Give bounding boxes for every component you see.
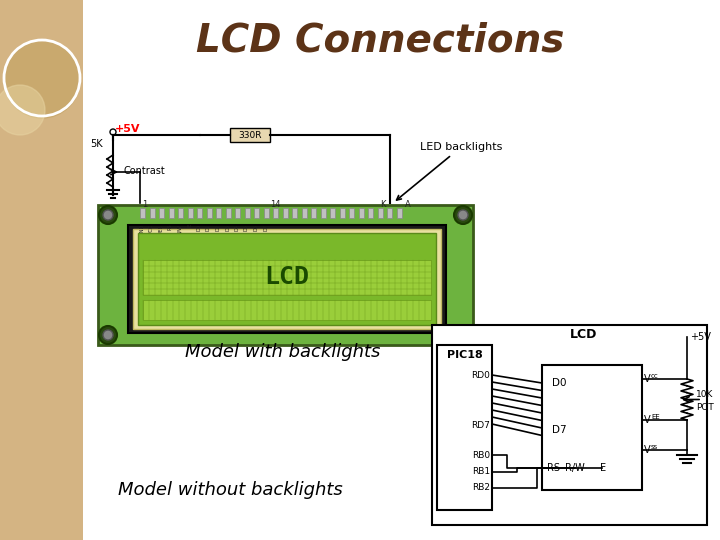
Bar — [230, 128, 270, 142]
Text: GND: GND — [140, 224, 145, 235]
Circle shape — [4, 42, 80, 118]
Text: D7: D7 — [552, 425, 567, 435]
Text: D3: D3 — [225, 224, 230, 231]
Bar — [168, 208, 174, 218]
Bar — [542, 365, 642, 490]
Text: RS: RS — [168, 224, 173, 231]
Text: LED backlights: LED backlights — [397, 142, 503, 200]
Bar — [387, 208, 392, 218]
Bar — [150, 208, 155, 218]
Bar — [330, 208, 335, 218]
Text: VCC: VCC — [149, 224, 154, 234]
Text: K: K — [380, 200, 385, 209]
Bar — [311, 208, 316, 218]
Text: V: V — [644, 415, 651, 425]
Bar — [292, 208, 297, 218]
Bar — [0, 0, 83, 540]
Bar — [140, 208, 145, 218]
Bar — [143, 260, 431, 295]
Text: 330R: 330R — [238, 131, 262, 139]
Bar — [273, 208, 278, 218]
Text: D4: D4 — [235, 224, 240, 231]
Text: RB0: RB0 — [472, 450, 490, 460]
Circle shape — [0, 85, 45, 135]
Text: E: E — [187, 224, 192, 227]
Text: PIC18: PIC18 — [446, 350, 482, 360]
Text: D0: D0 — [552, 378, 567, 388]
Text: D5: D5 — [244, 224, 249, 231]
Bar — [159, 208, 164, 218]
Text: +5V: +5V — [115, 124, 140, 134]
Circle shape — [458, 330, 468, 340]
Bar — [377, 208, 382, 218]
Bar — [245, 208, 250, 218]
Bar — [143, 300, 431, 320]
Circle shape — [458, 210, 468, 220]
Bar — [302, 208, 307, 218]
Bar — [207, 208, 212, 218]
Text: RD0: RD0 — [471, 370, 490, 380]
Circle shape — [99, 206, 117, 224]
Text: LCD Connections: LCD Connections — [196, 21, 564, 59]
Text: +5V: +5V — [690, 332, 711, 342]
Text: D2: D2 — [215, 224, 220, 231]
Text: 5K: 5K — [90, 139, 103, 149]
Bar — [98, 205, 473, 345]
Bar — [197, 208, 202, 218]
Bar — [359, 208, 364, 218]
Bar — [225, 208, 230, 218]
Text: RB1: RB1 — [472, 468, 490, 476]
Text: E: E — [600, 463, 606, 473]
Bar — [264, 208, 269, 218]
Bar — [138, 233, 436, 325]
Text: ss: ss — [651, 444, 658, 450]
Bar — [432, 325, 707, 525]
Circle shape — [99, 326, 117, 344]
Bar — [349, 208, 354, 218]
Circle shape — [454, 326, 472, 344]
Text: V: V — [644, 374, 651, 384]
Circle shape — [454, 206, 472, 224]
Text: POT: POT — [696, 403, 714, 412]
Text: R/W: R/W — [565, 463, 585, 473]
Text: 1: 1 — [142, 200, 148, 209]
Text: R/W: R/W — [178, 224, 182, 234]
Bar — [368, 208, 373, 218]
Bar — [340, 208, 344, 218]
Text: A: A — [405, 200, 410, 209]
Bar — [216, 208, 221, 218]
Text: RD7: RD7 — [471, 421, 490, 429]
Bar — [320, 208, 325, 218]
Bar — [128, 225, 446, 333]
Text: D0: D0 — [197, 224, 202, 231]
Text: RB2: RB2 — [472, 483, 490, 492]
Text: VEE: VEE — [158, 224, 163, 234]
Text: D6: D6 — [253, 224, 258, 231]
Text: Contrast: Contrast — [123, 166, 165, 176]
Text: 14: 14 — [270, 200, 281, 209]
Text: Model with backlights: Model with backlights — [185, 343, 380, 361]
Bar — [187, 208, 192, 218]
Bar — [133, 229, 441, 329]
Text: cc: cc — [651, 373, 659, 379]
Text: Model without backlights: Model without backlights — [117, 481, 343, 499]
Bar — [178, 208, 183, 218]
Bar — [235, 208, 240, 218]
Text: D7: D7 — [263, 224, 268, 231]
Bar — [254, 208, 259, 218]
Bar — [282, 208, 287, 218]
Text: 10K: 10K — [696, 390, 714, 399]
Bar — [397, 208, 402, 218]
Text: LCD: LCD — [264, 265, 310, 289]
Text: RS: RS — [547, 463, 560, 473]
Text: V: V — [644, 445, 651, 455]
Text: D1: D1 — [206, 224, 211, 231]
Text: LCD: LCD — [570, 328, 597, 341]
Bar — [437, 345, 492, 510]
Circle shape — [103, 330, 113, 340]
Circle shape — [103, 210, 113, 220]
Text: EE: EE — [651, 414, 660, 420]
